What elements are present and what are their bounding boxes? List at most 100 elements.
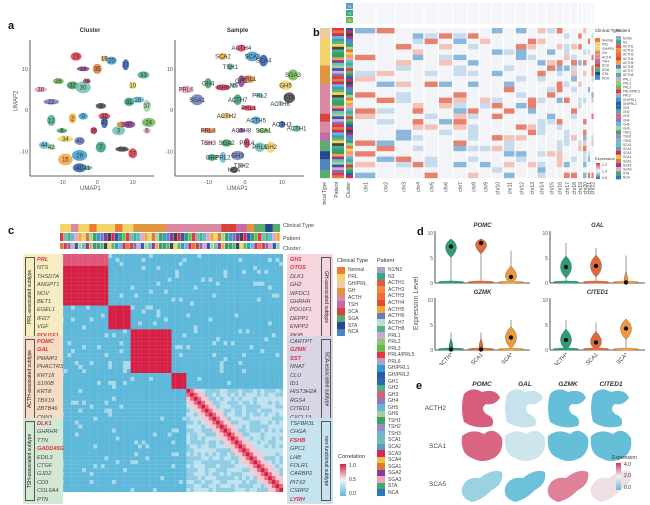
- correlation-cell: [230, 400, 235, 405]
- correlation-cell: [100, 254, 105, 259]
- correlation-cell: [145, 460, 150, 465]
- cnv-cell: [527, 124, 537, 130]
- correlation-cell: [119, 265, 124, 270]
- correlation-cell: [63, 289, 68, 294]
- correlation-cell: [264, 341, 269, 346]
- c-cluster-cell: [177, 243, 181, 249]
- correlation-cell: [152, 365, 157, 370]
- cnv-cell: [547, 113, 556, 120]
- correlation-cell: [86, 361, 90, 366]
- correlation-cell: [212, 456, 217, 461]
- correlation-cell: [275, 357, 280, 362]
- correlation-cell: [190, 265, 194, 270]
- correlation-cell: [212, 269, 217, 274]
- correlation-cell: [149, 261, 154, 266]
- correlation-cell: [227, 416, 232, 421]
- correlation-cell: [149, 329, 154, 334]
- cnv-cell: [587, 97, 591, 104]
- correlation-cell: [178, 472, 183, 477]
- cnv-cell: [453, 124, 467, 130]
- correlation-cell: [112, 468, 116, 473]
- correlation-cell: [82, 420, 87, 425]
- correlation-cell: [201, 452, 206, 457]
- correlation-cell: [186, 488, 191, 492]
- correlation-cell: [275, 345, 280, 350]
- subtype-name: SCA-associated subtype: [323, 351, 330, 407]
- correlation-cell: [160, 285, 165, 290]
- correlation-cell: [204, 468, 209, 473]
- cnv-cell: [587, 76, 591, 82]
- correlation-cell: [145, 480, 150, 485]
- cnv-cell: [424, 81, 438, 88]
- sample-x-tick: 0: [243, 180, 246, 186]
- cnv-cell: [503, 38, 515, 45]
- correlation-cell: [208, 472, 213, 477]
- correlation-cell: [100, 476, 105, 481]
- correlation-cell: [201, 345, 206, 350]
- correlation-cell: [100, 325, 105, 330]
- correlation-cell: [152, 349, 157, 354]
- correlation-cell: [175, 285, 180, 290]
- correlation-cell: [138, 396, 142, 401]
- correlation-cell: [115, 273, 120, 278]
- correlation-cell: [134, 384, 139, 389]
- correlation-cell: [197, 369, 202, 374]
- correlation-cell: [93, 456, 98, 461]
- correlation-cell: [249, 353, 254, 358]
- correlation-cell: [171, 369, 176, 374]
- correlation-cell: [123, 416, 127, 421]
- correlation-cell: [104, 349, 109, 354]
- correlation-cell: [100, 428, 105, 433]
- correlation-cell: [86, 285, 90, 290]
- correlation-cell: [208, 448, 213, 453]
- correlation-cell: [138, 369, 142, 374]
- correlation-cell: [260, 289, 265, 294]
- correlation-cell: [256, 484, 261, 489]
- cnv-cell: [583, 97, 587, 104]
- patient-cell: [332, 44, 344, 47]
- correlation-cell: [216, 353, 220, 358]
- correlation-cell: [175, 464, 180, 469]
- cnv-cell: [424, 60, 438, 66]
- c-cluster-cell: [122, 243, 126, 249]
- correlation-cell: [97, 388, 101, 393]
- correlation-cell: [160, 265, 165, 270]
- correlation-cell: [178, 301, 183, 306]
- reference-row-swatch: [346, 17, 353, 23]
- correlation-cell: [108, 380, 113, 385]
- cnv-cell: [583, 167, 587, 173]
- patient-legend-swatch: [616, 101, 621, 106]
- correlation-cell: [134, 309, 139, 314]
- correlation-cell: [123, 424, 127, 429]
- correlation-cell: [108, 424, 113, 429]
- cnv-cell: [583, 129, 587, 136]
- correlation-cell: [123, 380, 127, 385]
- gene-label: IFI27: [37, 315, 50, 322]
- correlation-cell: [126, 325, 131, 330]
- correlation-cell: [208, 305, 213, 310]
- correlation-cell: [152, 373, 157, 378]
- correlation-cell: [193, 333, 198, 338]
- c-patient-cell: [74, 233, 79, 241]
- correlation-cell: [178, 412, 183, 417]
- correlation-cell: [160, 460, 165, 465]
- correlation-cell: [115, 285, 120, 290]
- c-clinical-cell: [67, 224, 72, 232]
- correlation-cell: [112, 273, 116, 278]
- correlation-cell: [175, 424, 180, 429]
- reference-row-swatch: [346, 3, 353, 9]
- correlation-cell: [119, 341, 124, 346]
- correlation-cell: [149, 456, 154, 461]
- correlation-cell: [208, 452, 213, 457]
- correlation-cell: [119, 412, 124, 417]
- correlation-cell: [104, 357, 109, 362]
- correlation-cell: [141, 337, 146, 342]
- correlation-cell: [156, 329, 161, 334]
- correlation-cell: [138, 380, 142, 385]
- cnv-cell: [439, 33, 453, 39]
- correlation-cell: [264, 408, 269, 413]
- correlation-cell: [279, 329, 283, 334]
- correlation-cell: [160, 273, 165, 278]
- correlation-cell: [134, 341, 139, 346]
- cnv-cell: [527, 86, 537, 93]
